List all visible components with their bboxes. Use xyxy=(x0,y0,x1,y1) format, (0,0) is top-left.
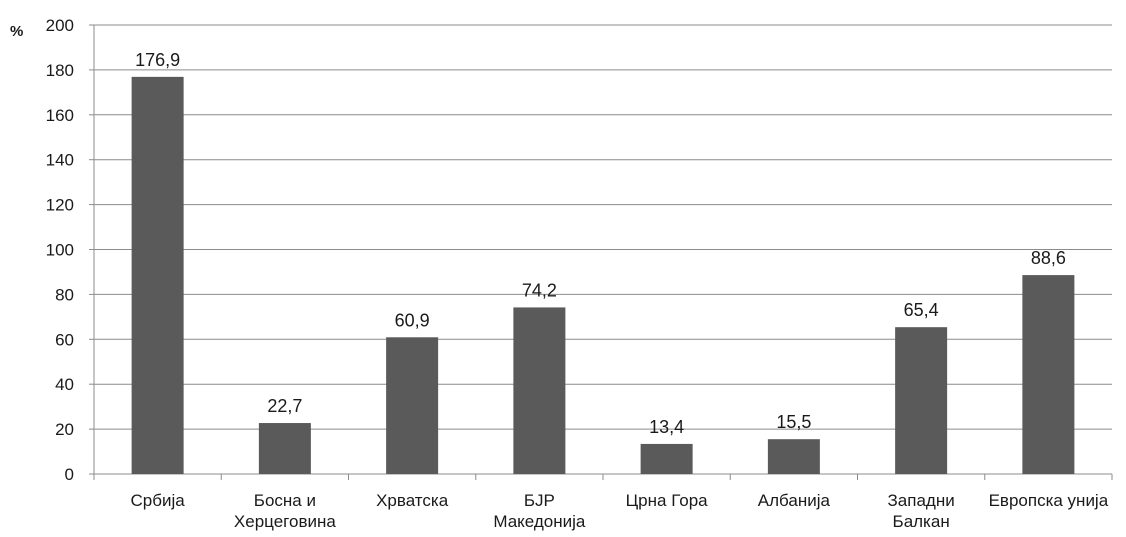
bar xyxy=(1022,275,1075,474)
y-tick-label: 40 xyxy=(55,375,74,394)
bars xyxy=(131,76,1075,474)
bar xyxy=(895,327,948,474)
data-label: 65,4 xyxy=(904,300,939,320)
bar xyxy=(767,439,820,474)
y-tick-label: 140 xyxy=(46,151,74,170)
y-axis-unit: % xyxy=(10,23,23,40)
y-tick-label: 60 xyxy=(55,330,74,349)
labels: 0 20 40 60 80 100 120 140 160 180 200 176,9 Србија 22… xyxy=(46,16,1109,531)
y-tick-label: 180 xyxy=(46,61,74,80)
data-label: 88,6 xyxy=(1031,248,1066,268)
x-tick-label: Босна и Херцеговина xyxy=(234,491,336,531)
data-label: 60,9 xyxy=(395,310,430,330)
data-label: 176,9 xyxy=(135,50,180,70)
data-label: 15,5 xyxy=(776,412,811,432)
x-tick-label: БЈР Македонија xyxy=(493,491,586,531)
x-tick-label: Црна Гора xyxy=(626,491,709,510)
x-tick-label: Албанија xyxy=(758,491,831,510)
bar xyxy=(386,337,439,474)
axes xyxy=(89,24,1113,480)
x-tick-label: Србија xyxy=(131,491,186,510)
y-tick-label: 100 xyxy=(46,241,74,260)
y-tick-label: 200 xyxy=(46,16,74,35)
x-tick-label: Европска унија xyxy=(989,491,1109,510)
y-tick-label: 160 xyxy=(46,106,74,125)
x-tick-label: Хрватска xyxy=(376,491,449,510)
gridlines xyxy=(94,24,1112,430)
y-tick-label: 120 xyxy=(46,196,74,215)
x-tick-label: Западни Балкан xyxy=(888,491,955,531)
bar xyxy=(513,307,566,474)
data-label: 74,2 xyxy=(522,280,557,300)
bar xyxy=(640,443,693,474)
data-label: 22,7 xyxy=(267,396,302,416)
bar xyxy=(258,423,311,474)
y-tick-label: 80 xyxy=(55,285,74,304)
y-tick-label: 0 xyxy=(65,465,74,484)
data-label: 13,4 xyxy=(649,417,684,437)
y-tick-label: 20 xyxy=(55,420,74,439)
bar xyxy=(131,76,184,474)
